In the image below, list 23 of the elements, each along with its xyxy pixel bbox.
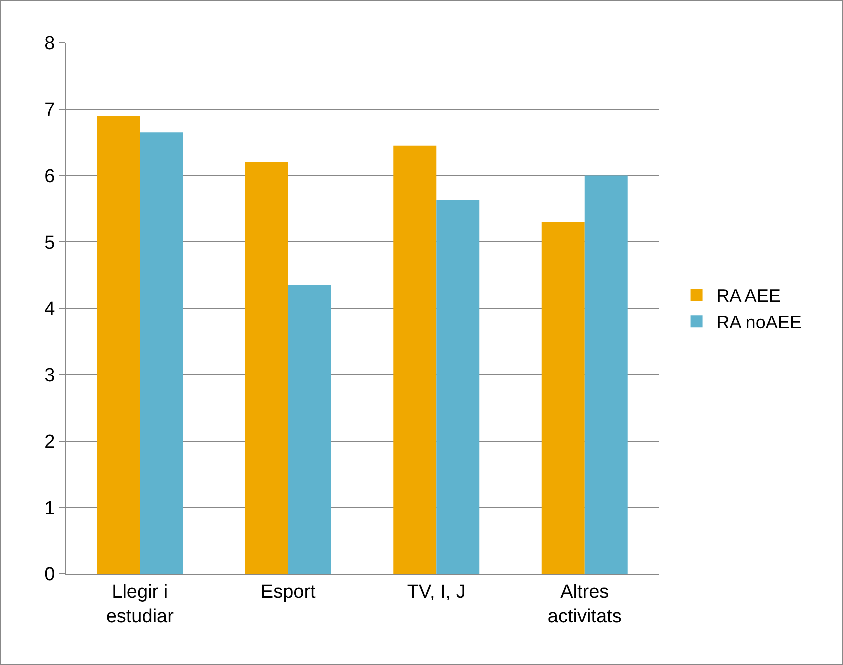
x-tick-label: Llegir i estudiar (106, 582, 175, 628)
x-tick-label: Altres activitats (548, 582, 622, 628)
bar (140, 132, 184, 574)
y-tick-label: 8 (44, 34, 56, 55)
y-tick-label: 1 (44, 498, 56, 520)
y-tick-label: 2 (44, 432, 56, 453)
y-tick-label: 7 (44, 100, 56, 122)
bar (436, 200, 480, 574)
y-tick-label: 0 (44, 564, 56, 586)
legend-label: RA AEE (716, 286, 781, 306)
legend-label: RA noAEE (716, 312, 802, 333)
bar (288, 285, 332, 574)
y-tick-label: 6 (44, 166, 56, 188)
y-tick-label: 3 (44, 366, 56, 387)
bar (394, 146, 437, 574)
bar (245, 162, 288, 574)
x-tick-label: Esport (260, 582, 317, 603)
y-tick-label: 5 (44, 232, 56, 254)
bar (542, 222, 585, 574)
y-tick-label: 4 (44, 299, 56, 320)
bar (584, 176, 628, 574)
x-tick-label: TV, I, J (407, 582, 466, 603)
bar (97, 116, 140, 574)
